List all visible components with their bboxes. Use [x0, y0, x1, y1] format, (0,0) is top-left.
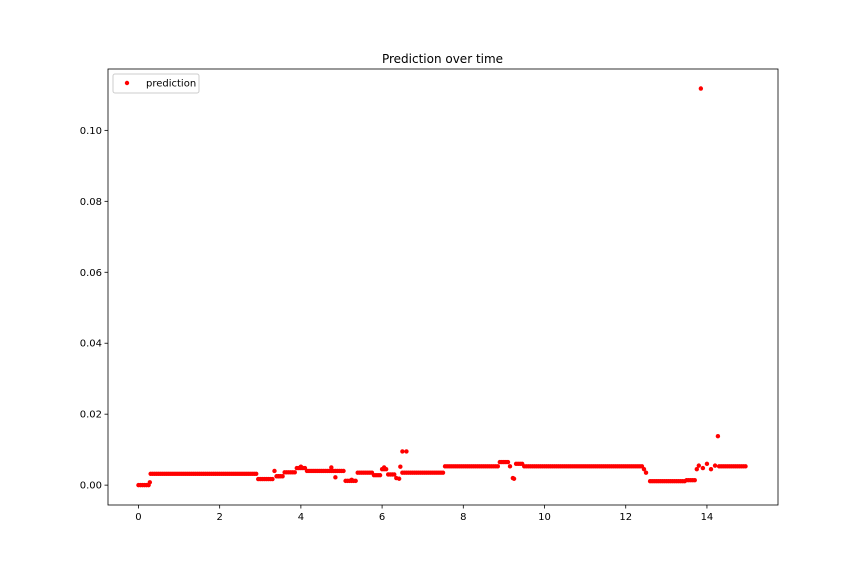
x-tick-label: 12 [619, 512, 632, 523]
data-point [440, 470, 446, 475]
data-point [254, 471, 259, 476]
data-point [377, 473, 383, 478]
legend-marker [124, 80, 130, 86]
data-point [400, 449, 405, 454]
data-point [270, 476, 275, 482]
data-point [280, 474, 285, 479]
data-point [398, 464, 403, 469]
plot-frame [107, 68, 779, 506]
data-point [404, 449, 409, 454]
legend: prediction [112, 73, 200, 94]
data-point [392, 472, 397, 477]
data-point [511, 476, 517, 481]
data-point [700, 465, 706, 471]
x-tick-label: 2 [216, 512, 222, 523]
y-tick-label: 0.06 [80, 268, 102, 279]
x-tick-label: 14 [701, 512, 714, 523]
data-point [349, 477, 354, 483]
x-tick-label: 0 [135, 512, 141, 523]
data-point [698, 86, 704, 91]
y-tick-label: 0.02 [80, 410, 102, 421]
data-point [276, 474, 281, 479]
data-point [507, 464, 513, 469]
data-point [708, 466, 714, 472]
data-point [696, 463, 702, 468]
points-layer [136, 86, 748, 488]
data-point [641, 466, 647, 472]
data-point [298, 464, 304, 469]
data-point [743, 464, 748, 469]
y-tick-label: 0.00 [80, 481, 102, 492]
data-point [147, 480, 153, 485]
data-point [692, 477, 697, 483]
x-tick-label: 10 [538, 512, 551, 523]
x-tick-label: 4 [298, 512, 304, 523]
x-tick-label: 8 [460, 512, 466, 523]
data-point [505, 459, 511, 465]
data-point [396, 476, 402, 481]
chart-title: Prediction over time [382, 52, 503, 66]
data-point [381, 465, 387, 470]
y-tick-label: 0.10 [80, 126, 102, 137]
x-tick-label: 6 [379, 512, 385, 523]
data-point [715, 433, 721, 439]
data-point [353, 478, 358, 484]
legend-box [112, 73, 200, 94]
data-point [712, 463, 718, 468]
y-tick-label: 0.04 [80, 339, 102, 350]
legend-label: prediction [146, 79, 196, 90]
y-tick-label: 0.08 [80, 197, 102, 208]
data-point [495, 464, 501, 469]
axes-layer: 0 2 4 6 8 10 12 14 0.00 0.02 0.04 0.06 0.08 0.10 [80, 68, 779, 523]
data-point [694, 466, 699, 472]
data-point [341, 468, 346, 474]
data-point [704, 461, 710, 467]
data-point [643, 470, 649, 475]
data-point [333, 475, 338, 480]
data-point [329, 465, 334, 470]
data-point [272, 468, 277, 474]
data-point [292, 470, 297, 475]
